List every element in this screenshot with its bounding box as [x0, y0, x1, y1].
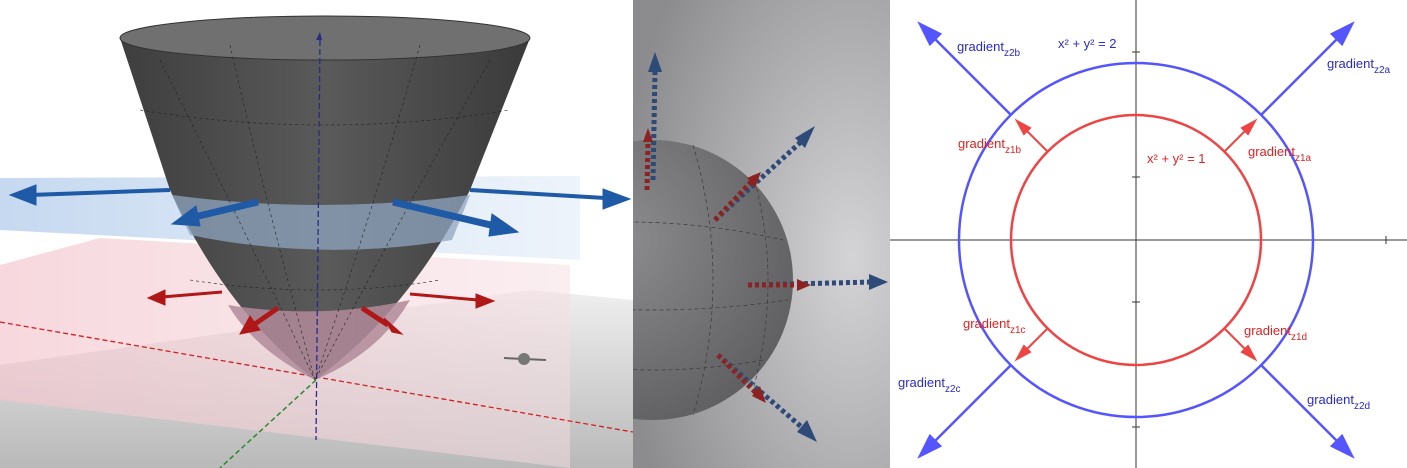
paraboloid-rim: [119, 15, 531, 61]
paraboloid-3d-view[interactable]: [0, 0, 633, 468]
inner-level-curve[interactable]: [1009, 113, 1263, 367]
outer-level-curve[interactable]: [957, 61, 1315, 419]
z-axis-line: [315, 39, 321, 441]
view-rotate-icon[interactable]: [503, 353, 547, 365]
gradient-label-z2c: gradientz2c: [898, 375, 961, 395]
sphere-3d-canvas[interactable]: [633, 0, 890, 468]
sphere-red-arrowheads: [643, 128, 811, 403]
y-axis-line: [219, 379, 317, 468]
gradient-label-z2d: gradientz2d: [1307, 392, 1370, 412]
diagram-background: [890, 0, 1407, 468]
inner-gradient-arrows: [1014, 118, 1258, 362]
gradient-label-z2a: gradientz2a: [1327, 56, 1391, 76]
paraboloid-3d-canvas[interactable]: [0, 0, 633, 468]
gradient-label-z1c: gradientz1c: [963, 316, 1026, 336]
gradient-label-z1a: gradientz1a: [1248, 144, 1312, 164]
red-gradient-arrows: [146, 289, 496, 335]
blue-gradient-arrows: [8, 184, 632, 237]
paraboloid-surface[interactable]: [120, 16, 530, 381]
outer-circle-label: x² + y² = 2: [1058, 36, 1117, 51]
level-curves-2d-view[interactable]: x² + y² = 2 x² + y² = 1 gradientz2a grad…: [890, 0, 1407, 468]
outer-gradient-arrows: [917, 21, 1355, 459]
gradient-label-z2b: gradientz2b: [957, 39, 1021, 59]
paraboloid-blue-band: [172, 195, 470, 250]
sphere-3d-view[interactable]: [633, 0, 890, 468]
mesh-lines: [139, 44, 511, 381]
level-curves-canvas[interactable]: x² + y² = 2 x² + y² = 1 gradientz2a grad…: [890, 0, 1407, 468]
gradient-label-z1d: gradientz1d: [1244, 323, 1307, 343]
paraboloid-tip: [228, 300, 410, 380]
gradient-label-z1b: gradientz1b: [958, 136, 1022, 156]
sphere-mesh: [633, 144, 789, 416]
sphere-arrowheads: [648, 52, 888, 442]
inner-circle-label: x² + y² = 1: [1147, 151, 1206, 166]
